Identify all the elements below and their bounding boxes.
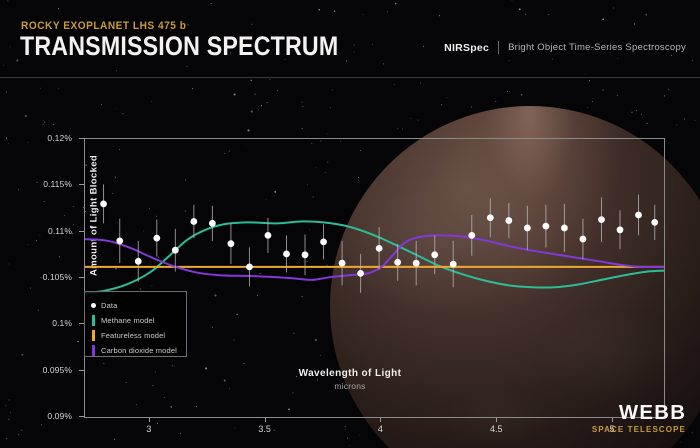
y-tick-mark [79,323,84,325]
data-point [264,231,272,239]
y-tick-mark [79,230,84,232]
instrument-mode: Bright Object Time-Series Spectroscopy [508,42,686,53]
data-point [635,211,642,219]
x-axis-unit: microns [334,381,366,391]
x-tick-label: 3 [146,424,152,434]
y-tick-label: 0.1% [52,318,72,329]
x-tick-label: 3.5 [258,424,271,434]
data-point [153,234,161,242]
header: ROCKY EXOPLANET LHS 475 b TRANSMISSION S… [0,0,700,78]
y-tick-label: 0.12% [47,133,72,143]
instrument-divider [498,41,500,54]
model-curve-carbon-dioxide-model [85,234,664,281]
legend-marker-dot-icon [91,303,96,308]
data-point [246,263,253,271]
x-tick-label: 4 [377,424,383,434]
legend-item-label: Methane model [101,316,155,325]
legend-item[interactable]: Methane model [92,313,186,328]
data-point [171,246,179,254]
webb-wordmark: WEBB [618,402,686,424]
legend-marker-line-icon [92,315,95,326]
data-point [338,259,346,267]
data-point [486,214,494,222]
legend-item-label: Data [101,301,118,310]
y-tick-label: 0.095% [42,364,72,375]
instrument-info: NIRSpec Bright Object Time-Series Spectr… [444,41,686,54]
legend-marker-line-icon [92,330,95,341]
x-tick-mark [148,417,150,422]
y-tick-label: 0.115% [43,179,72,190]
legend-item[interactable]: Data [91,298,186,313]
data-point [561,224,568,232]
y-tick-mark [79,138,84,139]
data-point [505,217,513,224]
data-point [375,244,383,252]
data-point [579,235,587,243]
data-point [616,226,624,234]
data-point [134,257,142,265]
y-tick-label: 0.105% [42,272,72,282]
x-tick-mark [380,417,382,422]
data-point [651,219,659,226]
chart-legend: Data Methane model Featureless model Carbon… [84,291,187,357]
x-tick-mark [496,417,498,422]
data-point [116,237,124,245]
webb-logo: WEBB SPACE TELESCOPE [592,403,686,434]
legend-item[interactable]: Carbon dioxide model [92,343,186,358]
data-point [301,251,309,259]
plot-frame [84,138,665,418]
plot-canvas [85,184,664,294]
data-point [449,260,457,268]
data-point [394,258,402,266]
exoplanet-illustration [330,106,700,448]
data-point [357,269,364,277]
data-point [100,200,107,208]
legend-marker-line-icon [92,345,95,356]
data-point [190,218,198,225]
y-tick-mark [79,277,84,278]
data-point [227,240,235,248]
subject-eyebrow: ROCKY EXOPLANET LHS 475 b [21,20,187,32]
chart-area: Amount of Light Blocked 0.09% 0.095% 0.1% 0… [0,78,700,448]
legend-item[interactable]: Featureless model [92,328,186,343]
y-tick-mark [79,369,84,371]
legend-item-label: Featureless model [101,331,166,340]
webb-tagline: SPACE TELESCOPE [591,425,686,434]
data-point [468,231,476,239]
instrument-name: NIRSpec [444,41,490,54]
page-title: TRANSMISSION SPECTRUM [20,31,339,61]
y-tick-mark [79,416,84,417]
data-point [283,250,290,258]
data-point [523,224,531,232]
x-axis-label: Wavelength of Light [298,368,402,379]
header-divider [0,77,700,78]
x-tick-mark [264,417,266,422]
data-point [208,219,216,227]
data-point [598,216,605,224]
x-tick-label: 5 [609,424,615,434]
data-point [320,238,327,246]
y-tick-mark [79,184,84,186]
legend-item-label: Carbon dioxide model [101,346,177,355]
data-point [542,222,550,230]
x-tick-mark [612,417,614,422]
data-point [412,259,420,267]
y-tick-label: 0.09% [47,411,72,421]
y-tick-label: 0.11% [48,225,72,236]
x-tick-label: 4.5 [489,424,503,434]
data-point [431,251,439,259]
